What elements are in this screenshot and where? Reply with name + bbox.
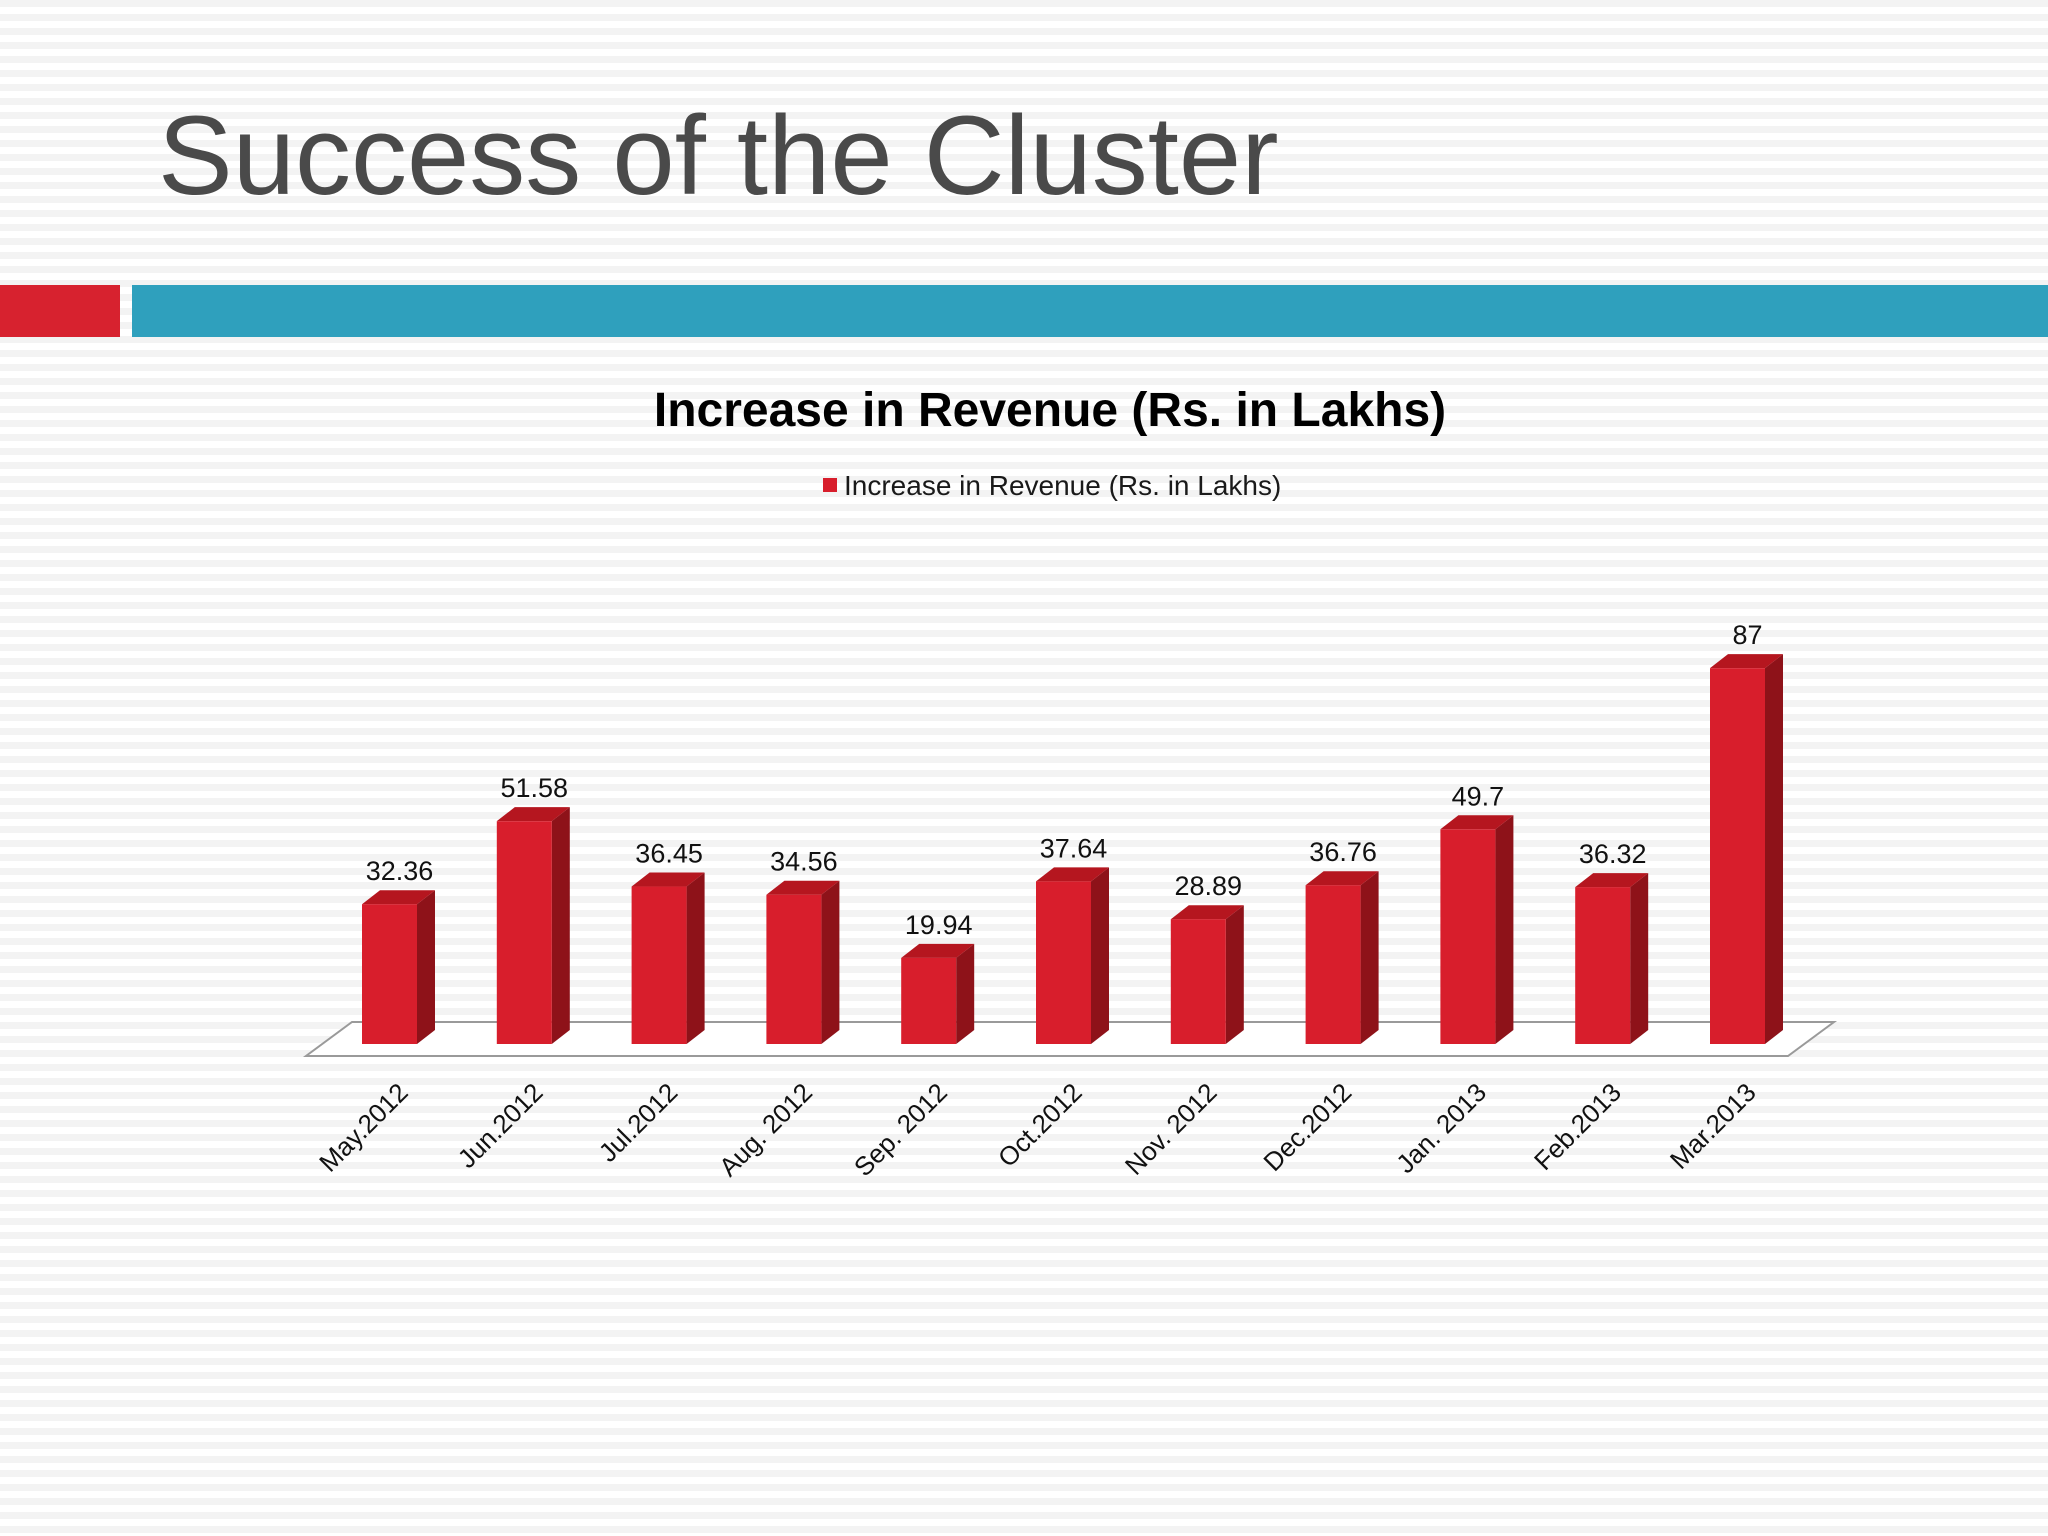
data-label: 51.58 (501, 773, 569, 803)
bar-side-face (1630, 873, 1649, 1044)
bar-5 (1036, 867, 1109, 1044)
x-tick-label: Sep. 2012 (848, 1077, 953, 1182)
x-tick-label: May.2012 (313, 1077, 414, 1178)
bar-side-face (551, 807, 570, 1044)
data-label: 28.89 (1175, 871, 1243, 901)
legend-swatch (823, 478, 837, 492)
x-tick-label: Jul.2012 (593, 1077, 684, 1168)
bar-front-face (1036, 881, 1091, 1044)
bar-top-face (631, 872, 705, 887)
bar-1 (496, 807, 570, 1044)
bar-front-face (362, 904, 417, 1044)
data-label: 34.56 (770, 847, 838, 877)
bar-8 (1440, 815, 1514, 1044)
bar-front-face (901, 957, 957, 1044)
bar-2 (631, 872, 705, 1044)
x-tick-label: Mar.2013 (1664, 1077, 1762, 1175)
bar-4 (901, 943, 975, 1044)
data-label: 36.45 (635, 839, 703, 869)
title-accent-teal-bar (132, 285, 2048, 337)
x-axis-tick-labels: May.2012 Jun.2012 Jul.2012 Aug. 2012 Sep. 20… (313, 1077, 1762, 1182)
x-tick-label: Jan. 2013 (1390, 1077, 1492, 1179)
data-label: 19.94 (905, 910, 973, 940)
bar-top-face (1710, 654, 1783, 669)
bar-side-face (956, 943, 975, 1044)
bar-top-face (362, 890, 435, 905)
data-label: 32.36 (366, 856, 434, 886)
bar-front-face (496, 821, 552, 1044)
bar-front-face (631, 886, 687, 1044)
bar-front-face (1575, 887, 1631, 1044)
bar-6 (1170, 905, 1244, 1044)
bar-side-face (686, 872, 705, 1044)
x-tick-label: Feb.2013 (1528, 1077, 1627, 1176)
bar-top-face (901, 943, 975, 958)
bar-side-face (1225, 905, 1244, 1044)
bar-top-face (766, 880, 840, 895)
x-tick-label: Aug. 2012 (713, 1077, 818, 1182)
bar-side-face (417, 890, 435, 1044)
bar-top-face (496, 807, 570, 822)
bar-front-face (766, 894, 822, 1044)
bar-front-face (1170, 919, 1226, 1044)
bar-side-face (821, 880, 840, 1044)
bar-front-face (1710, 668, 1765, 1044)
bar-0 (362, 890, 435, 1044)
bar-front-face (1440, 829, 1496, 1044)
data-label: 87 (1732, 620, 1762, 650)
data-label: 37.64 (1040, 833, 1108, 863)
bar-side-face (1360, 871, 1379, 1044)
bar-top-face (1036, 867, 1109, 882)
chart-legend: Increase in Revenue (Rs. in Lakhs) (823, 470, 1281, 501)
bar-side-face (1091, 867, 1109, 1044)
chart-bars (362, 654, 1783, 1044)
slide-title: Success of the Cluster (158, 93, 1279, 218)
x-tick-label: Jun.2012 (452, 1077, 549, 1174)
bar-7 (1305, 871, 1379, 1044)
legend-label: Increase in Revenue (Rs. in Lakhs) (844, 470, 1281, 501)
data-label: 36.32 (1579, 839, 1647, 869)
title-accent-red-bar (0, 285, 120, 337)
chart-title: Increase in Revenue (Rs. in Lakhs) (654, 384, 1446, 437)
data-label: 36.76 (1309, 837, 1377, 867)
x-tick-label: Dec.2012 (1257, 1077, 1357, 1177)
data-label: 49.7 (1452, 781, 1505, 811)
data-labels: 32.36 51.58 36.45 34.56 19.94 37.64 28.89 36.76… (366, 620, 1763, 940)
bar-top-face (1170, 905, 1244, 920)
bar-top-face (1305, 871, 1379, 886)
x-tick-label: Oct.2012 (992, 1077, 1088, 1173)
bar-top-face (1575, 873, 1649, 888)
bar-10 (1710, 654, 1783, 1044)
bar-side-face (1495, 815, 1514, 1044)
bar-side-face (1765, 654, 1783, 1044)
bar-3 (766, 880, 840, 1044)
x-tick-label: Nov. 2012 (1119, 1077, 1223, 1181)
bar-front-face (1305, 885, 1361, 1044)
bar-9 (1575, 873, 1649, 1044)
bar-top-face (1440, 815, 1514, 830)
